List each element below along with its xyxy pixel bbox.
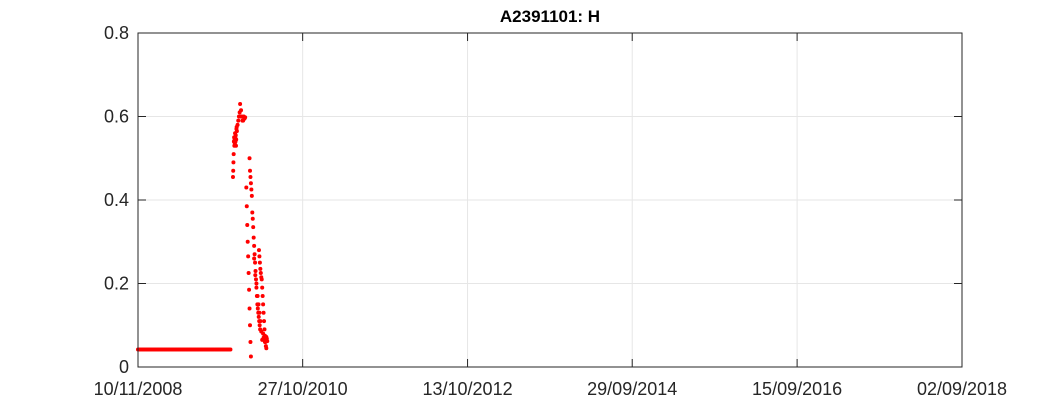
x-tick-label: 27/10/2010	[258, 379, 348, 399]
data-point	[251, 235, 256, 240]
data-point	[235, 122, 240, 127]
data-point	[230, 175, 235, 180]
data-point	[257, 323, 262, 328]
data-point	[245, 239, 250, 244]
data-point	[254, 281, 259, 286]
data-point	[250, 210, 255, 215]
data-point	[257, 260, 262, 265]
y-tick-label: 0.6	[104, 107, 129, 127]
data-points	[136, 101, 270, 359]
data-point	[234, 129, 239, 134]
data-point	[252, 252, 257, 257]
data-point	[254, 285, 259, 290]
x-tick-label: 02/09/2018	[917, 379, 1007, 399]
y-tick-label: 0.2	[104, 274, 129, 294]
data-point	[238, 101, 243, 106]
data-point	[231, 168, 236, 173]
x-tick-label: 10/11/2008	[94, 379, 183, 399]
data-point	[256, 314, 261, 319]
data-point	[247, 156, 252, 161]
data-point	[256, 302, 261, 307]
data-point	[261, 302, 266, 307]
data-point	[261, 310, 266, 315]
data-point	[248, 339, 253, 344]
y-tick-label: 0	[119, 357, 129, 377]
data-point	[244, 185, 249, 190]
data-point	[262, 319, 267, 324]
x-tick-labels: 10/11/2008 27/10/2010 13/10/2012 29/09/2014…	[94, 379, 1007, 399]
data-point	[248, 354, 253, 359]
data-point	[264, 346, 269, 351]
data-point	[233, 133, 238, 138]
x-tick-label: 13/10/2012	[423, 379, 513, 399]
y-tick-labels: 0 0.2 0.4 0.6 0.8	[104, 23, 129, 377]
data-point	[249, 187, 254, 192]
data-point	[239, 108, 244, 113]
data-point	[258, 271, 263, 276]
data-point	[256, 248, 261, 253]
data-point	[245, 223, 250, 228]
data-point	[247, 306, 252, 311]
data-point	[257, 310, 262, 315]
data-point	[257, 254, 262, 259]
data-point	[243, 115, 248, 120]
data-point	[251, 225, 256, 230]
data-point	[258, 266, 263, 271]
data-point	[234, 137, 239, 142]
data-point	[233, 143, 238, 148]
y-tick-label: 0.8	[104, 23, 129, 43]
data-point	[253, 260, 258, 265]
data-point	[255, 294, 260, 299]
data-point	[255, 306, 260, 311]
data-point	[252, 243, 257, 248]
data-point	[248, 168, 252, 173]
data-point	[231, 152, 236, 157]
data-point	[259, 277, 264, 282]
data-point	[253, 277, 258, 282]
y-tick-label: 0.4	[104, 190, 129, 210]
data-point	[253, 268, 258, 273]
data-point	[247, 287, 252, 292]
data-point	[260, 285, 265, 290]
chart-title: A2391101: H	[500, 7, 600, 26]
x-tick-label: 15/09/2016	[752, 379, 842, 399]
data-point	[265, 339, 270, 344]
data-point	[244, 204, 249, 209]
data-point	[248, 181, 253, 186]
data-point	[253, 273, 258, 278]
data-point	[248, 323, 252, 328]
data-point	[231, 160, 236, 165]
data-point	[262, 327, 267, 332]
data-point	[236, 118, 241, 123]
data-point	[252, 256, 257, 261]
data-point	[261, 331, 266, 336]
data-point	[246, 254, 251, 259]
data-point	[260, 294, 265, 299]
ticks	[137, 32, 963, 368]
data-point	[250, 216, 255, 221]
x-tick-label: 29/09/2014	[587, 379, 677, 399]
data-point	[248, 175, 253, 180]
data-point	[258, 319, 263, 324]
data-point	[246, 271, 251, 276]
data-point	[228, 347, 233, 352]
data-point	[249, 193, 254, 198]
